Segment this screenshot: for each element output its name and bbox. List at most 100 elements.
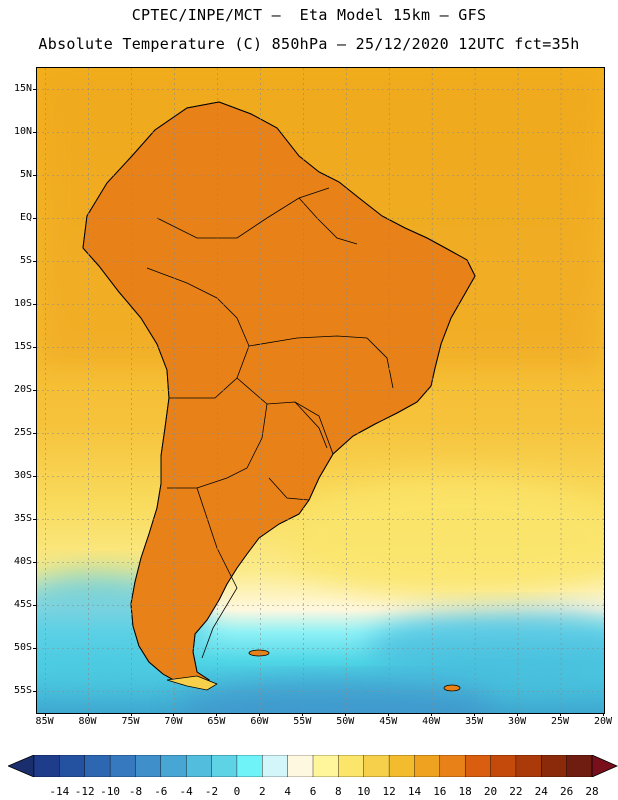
lat-tick — [33, 690, 36, 692]
colorbar-label: -6 — [154, 785, 168, 798]
colorbar-label: -4 — [179, 785, 193, 798]
lon-label: 55W — [293, 716, 312, 727]
colorbar — [8, 755, 618, 777]
colorbar-label: -2 — [204, 785, 219, 798]
lat-tick — [33, 604, 36, 606]
lat-label: 35S — [13, 512, 32, 524]
lat-label: 25S — [13, 426, 32, 438]
colorbar-swatch — [312, 755, 339, 777]
lat-tick — [33, 260, 36, 262]
lat-label: 45S — [13, 598, 32, 610]
southeast-cold-field — [367, 608, 604, 688]
colorbar-label: 28 — [585, 785, 599, 798]
map-title: CPTEC/INPE/MCT – Eta Model 15km – GFS — [131, 6, 487, 24]
colorbar-swatch — [185, 755, 213, 777]
colorbar-label: -14 — [49, 785, 70, 798]
far-south-cold-field — [177, 678, 497, 713]
lon-tick — [216, 713, 218, 716]
lat-tick — [33, 303, 36, 305]
lat-label: EQ — [19, 211, 32, 223]
colorbar-swatch — [566, 755, 593, 777]
lat-label: 5S — [19, 254, 32, 266]
lon-label: 85W — [35, 716, 54, 727]
lon-tick — [302, 713, 304, 716]
lon-label: 60W — [250, 716, 269, 727]
colorbar-swatch — [109, 755, 136, 777]
lat-tick — [33, 131, 36, 133]
colorbar-swatch — [287, 755, 314, 777]
lat-label: 15N — [13, 82, 32, 94]
lat-tick — [33, 88, 36, 90]
colorbar-swatch — [541, 755, 568, 777]
colorbar-swatch — [388, 755, 415, 777]
lat-tick — [33, 217, 36, 219]
colorbar-swatch — [338, 755, 365, 777]
colorbar-swatch — [135, 755, 162, 777]
lon-tick — [259, 713, 261, 716]
colorbar-svg — [8, 755, 618, 777]
lat-tick — [33, 475, 36, 477]
colorbar-label: 20 — [483, 785, 498, 798]
colorbar-label: -8 — [128, 785, 143, 798]
lon-label: 65W — [207, 716, 226, 727]
lat-tick — [33, 174, 36, 176]
map-canvas — [37, 68, 604, 713]
colorbar-label: 22 — [509, 785, 523, 798]
lon-label: 45W — [379, 716, 398, 727]
lon-tick — [388, 713, 390, 716]
temperature-map — [36, 67, 605, 714]
lon-label: 75W — [121, 716, 140, 727]
colorbar-label: 26 — [560, 785, 574, 798]
colorbar-swatch — [464, 755, 492, 777]
colorbar-label: 24 — [534, 785, 548, 798]
subtropical-mild-field — [287, 478, 604, 598]
colorbar-swatch — [59, 755, 86, 777]
lat-tick — [33, 346, 36, 348]
lon-tick — [560, 713, 562, 716]
colorbar-label: -10 — [100, 785, 121, 798]
lon-label: 35W — [465, 716, 484, 727]
colorbar-swatch — [211, 755, 238, 777]
lat-label: 5N — [19, 168, 32, 180]
lon-tick — [44, 713, 46, 716]
colorbar-swatch — [33, 755, 60, 777]
colorbar-label: 18 — [458, 785, 472, 798]
lon-label: 25W — [551, 716, 570, 727]
colorbar-label: 0 — [233, 785, 241, 798]
lat-tick — [33, 389, 36, 391]
lon-label: 20W — [593, 716, 613, 727]
lon-tick — [345, 713, 347, 716]
colorbar-label: 16 — [433, 785, 447, 798]
lon-label: 80W — [78, 716, 97, 727]
colorbar-swatch — [439, 755, 466, 777]
colorbar-swatch — [490, 755, 517, 777]
colorbar-swatch — [236, 755, 263, 777]
lon-tick — [87, 713, 89, 716]
map-subtitle: Absolute Temperature (C) 850hPa – 25/12/… — [38, 35, 580, 53]
colorbar-label: 10 — [357, 785, 371, 798]
colorbar-label: 8 — [335, 785, 342, 798]
falkland-islands — [443, 684, 461, 692]
lat-label: 40S — [13, 555, 32, 567]
lon-tick — [474, 713, 476, 716]
colorbar-label: 4 — [284, 785, 291, 798]
lon-label: 50W — [336, 716, 355, 727]
colorbar-swatch — [363, 755, 390, 777]
lon-tick — [603, 713, 604, 716]
colorbar-label: 14 — [407, 785, 422, 798]
lat-label: 10S — [13, 297, 32, 309]
lat-label: 55S — [13, 684, 32, 696]
colorbar-label: -12 — [74, 785, 95, 798]
lon-label: 40W — [422, 716, 441, 727]
lat-label: 30S — [13, 469, 32, 481]
lat-label: 20S — [13, 383, 32, 395]
lon-tick — [130, 713, 132, 716]
lon-label: 70W — [164, 716, 183, 727]
lon-tick — [431, 713, 433, 716]
colorbar-label: 6 — [309, 785, 317, 798]
tierra-del-fuego — [166, 675, 218, 691]
colorbar-low-extend — [8, 755, 35, 777]
lon-tick — [517, 713, 519, 716]
valdes-peninsula — [248, 649, 270, 657]
lon-tick — [173, 713, 175, 716]
